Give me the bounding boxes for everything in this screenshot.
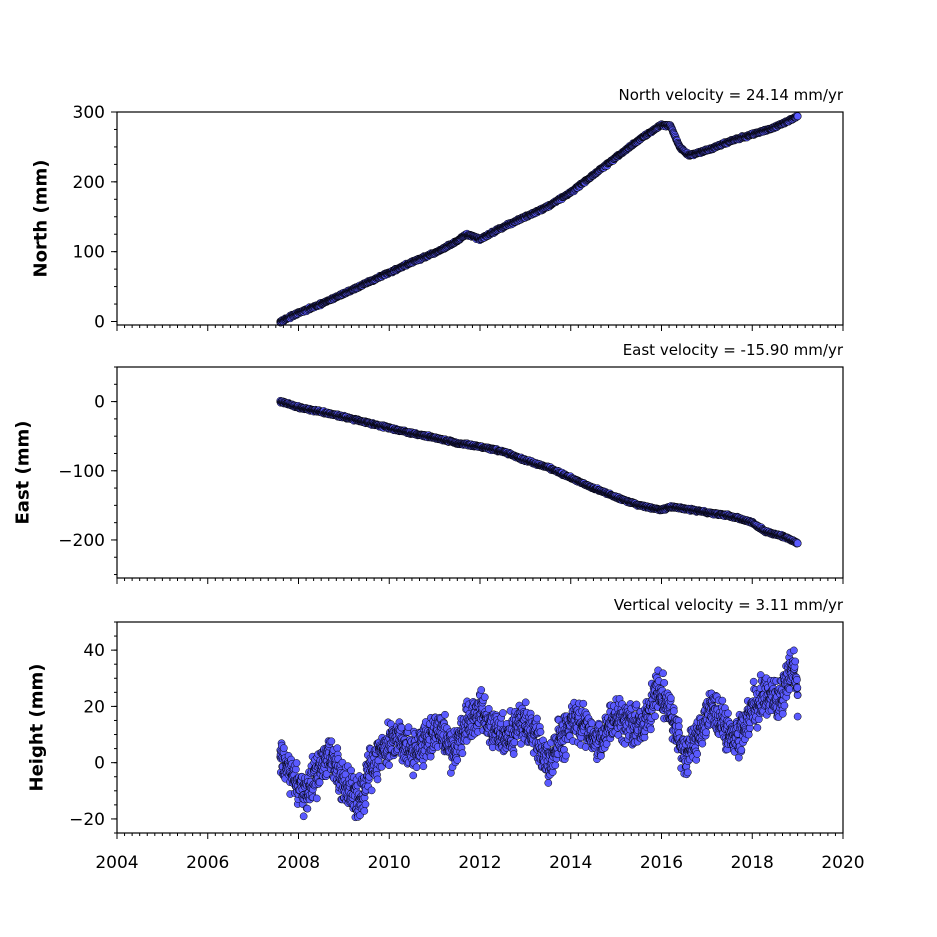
height-point: [360, 807, 369, 815]
height-point: [521, 698, 530, 707]
height-point: [347, 766, 356, 775]
height-point: [480, 693, 489, 701]
height-point: [510, 738, 519, 747]
height-point: [441, 710, 449, 719]
east-data-points: [276, 396, 802, 548]
height-point: [419, 762, 428, 771]
east-point: [793, 539, 802, 548]
north-y-axis-label: North (mm): [30, 160, 51, 278]
height-point: [579, 699, 588, 708]
y-tick-label: 200: [73, 173, 105, 193]
east-y-axis-label: East (mm): [12, 421, 33, 525]
y-tick-label: −200: [58, 531, 105, 551]
height-point: [385, 761, 393, 770]
height-point: [597, 752, 605, 760]
north-point: [793, 112, 802, 121]
height-point: [651, 712, 659, 721]
height-point: [373, 775, 382, 784]
height-point: [533, 714, 541, 723]
y-tick-label: 300: [73, 103, 105, 123]
height-point: [453, 756, 462, 764]
north-axis-ticks: 0 100 200 300: [73, 103, 844, 333]
height-point: [646, 725, 655, 734]
y-tick-label: 100: [73, 243, 105, 263]
height-point: [367, 786, 376, 795]
height-point: [499, 709, 507, 717]
height-point: [632, 700, 641, 709]
height-point: [361, 800, 370, 809]
height-point: [412, 763, 421, 772]
height-point: [536, 728, 545, 736]
height-point: [477, 686, 486, 694]
height-point: [292, 765, 300, 774]
y-tick-label: −100: [58, 462, 105, 482]
height-point: [292, 759, 301, 767]
height-point: [327, 737, 336, 746]
height-point: [426, 752, 435, 761]
y-tick-label: 0: [94, 393, 105, 413]
height-point: [581, 743, 590, 751]
north-data-points: [276, 111, 802, 327]
height-point: [299, 812, 308, 821]
height-point: [544, 779, 553, 787]
height-point: [333, 744, 342, 752]
height-point: [551, 761, 560, 770]
height-point: [659, 669, 667, 678]
north-velocity-annotation: North velocity = 24.14 mm/yr: [619, 86, 844, 104]
height-point: [458, 749, 467, 758]
east-panel: 0 −100 −200 East velocity = -15.90 mm/yr E…: [12, 341, 844, 584]
height-point: [660, 678, 669, 687]
height-point: [509, 750, 518, 758]
height-point: [303, 804, 312, 813]
height-point: [409, 771, 418, 780]
height-point: [280, 744, 288, 752]
height-point: [312, 794, 321, 803]
height-point: [562, 751, 570, 760]
east-velocity-annotation: East velocity = -15.90 mm/yr: [623, 341, 844, 359]
y-tick-label: 0: [94, 313, 105, 333]
